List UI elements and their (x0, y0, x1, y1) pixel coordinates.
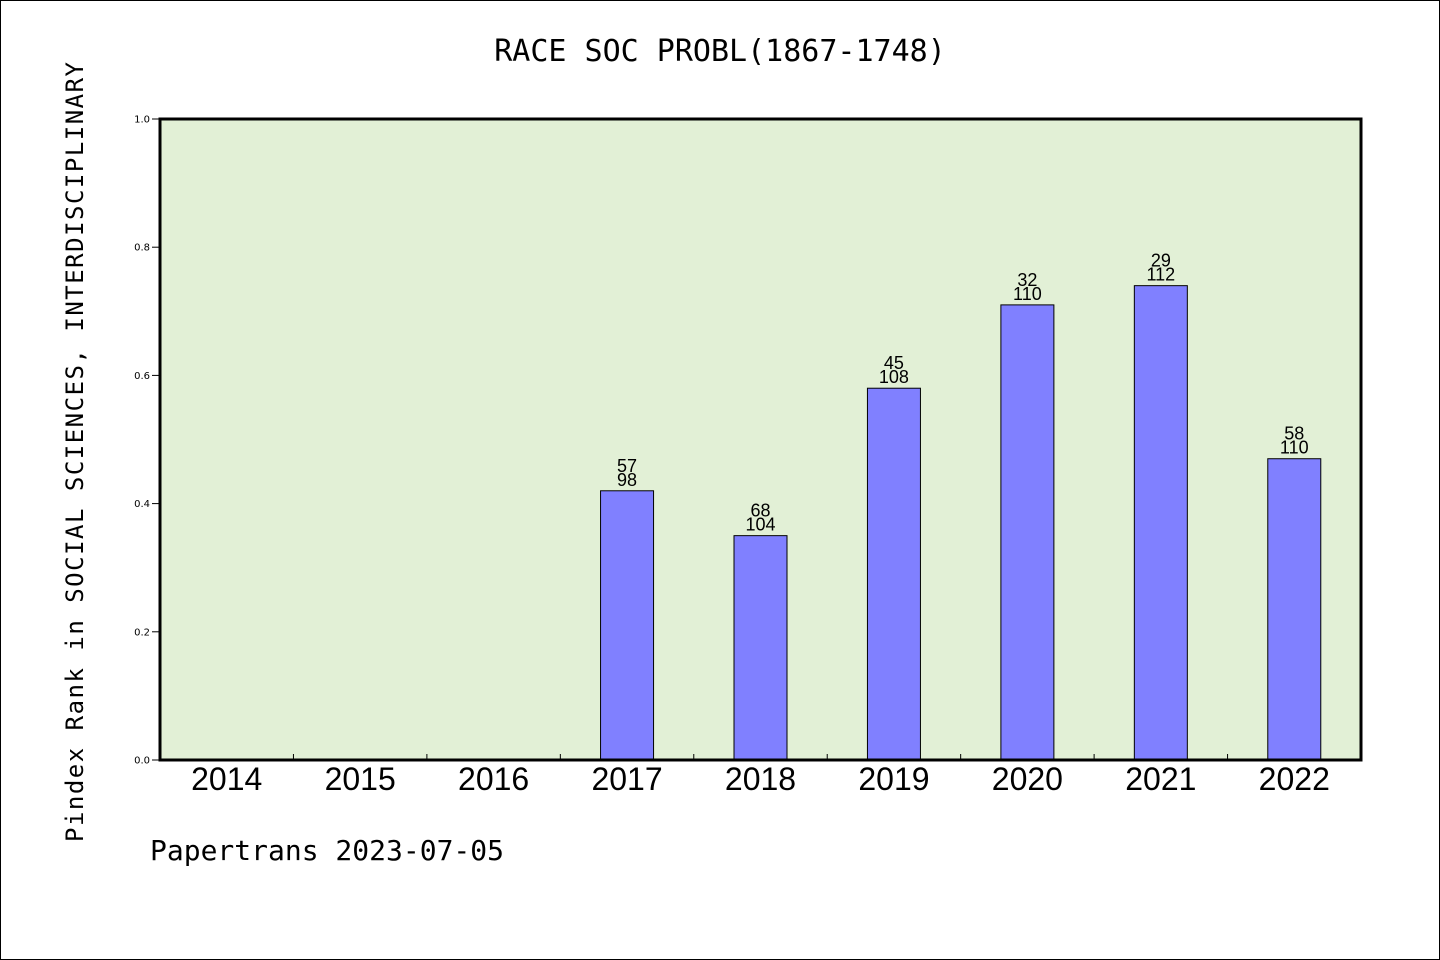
x-tick-label: 2022 (1259, 761, 1330, 797)
y-ticks-group: 0.0 0.2 0.4 0.6 0.8 1.0 (134, 115, 160, 767)
y-tick-label: 1.0 (134, 115, 150, 126)
bar-label-bottom: 98 (617, 470, 637, 490)
x-tick-label: 2017 (591, 761, 662, 797)
bar-label-top: 45 (884, 353, 904, 373)
y-tick-label: 0.0 (134, 756, 150, 767)
x-ticks-group: 2014 2015 2016 2017 2018 2019 2020 2021 2022 (191, 754, 1330, 797)
footer-watermark: Papertrans 2023-07-05 (150, 834, 505, 867)
bar-label-bottom: 108 (879, 367, 909, 387)
bar-label-bottom: 110 (1280, 438, 1309, 458)
y-tick-label: 0.8 (134, 243, 150, 254)
y-tick-label: 0.6 (134, 371, 150, 382)
bar-label-top: 29 (1151, 251, 1171, 271)
x-tick-label: 2019 (858, 761, 929, 797)
x-tick-label: 2018 (725, 761, 796, 797)
x-tick-label: 2015 (325, 761, 396, 797)
bar (600, 490, 655, 761)
x-tick-label: 2016 (458, 761, 529, 797)
bar-label-top: 68 (750, 501, 770, 521)
bar-label-top: 58 (1284, 424, 1304, 444)
bar-label-bottom: 112 (1146, 265, 1175, 285)
x-tick-label: 2021 (1125, 761, 1196, 797)
bar (866, 387, 921, 761)
chart-title: RACE SOC PROBL(1867-1748) (494, 34, 946, 69)
bar (1000, 304, 1055, 761)
plot-border (158, 117, 1363, 762)
x-tick-label: 2014 (191, 761, 262, 797)
x-tick-label: 2020 (992, 761, 1063, 797)
bar-label-bottom: 110 (1013, 284, 1042, 304)
bar (1133, 285, 1188, 761)
bar-label-top: 57 (617, 456, 637, 476)
bar-label-bottom: 104 (745, 515, 775, 535)
bar (733, 535, 788, 761)
bar-label-top: 32 (1017, 270, 1037, 290)
y-tick-label: 0.4 (134, 499, 150, 510)
bar (1267, 458, 1322, 761)
y-tick-label: 0.2 (134, 627, 150, 638)
